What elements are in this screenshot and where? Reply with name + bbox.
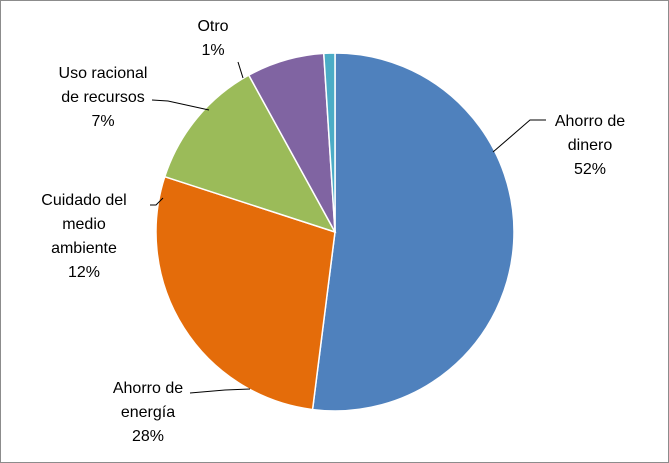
leader-line-4 bbox=[237, 61, 244, 79]
leader-line-2 bbox=[150, 197, 164, 206]
slice-category-label: energía bbox=[121, 404, 175, 421]
slice-category-label: dinero bbox=[568, 137, 613, 154]
leader-line-3 bbox=[151, 99, 210, 111]
slice-value-label: 7% bbox=[91, 113, 114, 130]
slice-value-label: 28% bbox=[132, 428, 164, 445]
pie-slice-0 bbox=[311, 52, 515, 412]
slice-value-label: 52% bbox=[574, 161, 606, 178]
slice-category-label: medio bbox=[62, 216, 106, 233]
pie-slice-4 bbox=[322, 52, 336, 233]
leader-line-1 bbox=[189, 388, 251, 394]
leader-line-0 bbox=[492, 119, 546, 153]
slice-value-label: 12% bbox=[68, 264, 100, 281]
slice-value-label: 1% bbox=[201, 42, 224, 59]
pie-slice-2 bbox=[163, 74, 337, 234]
slice-category-label: ambiente bbox=[51, 240, 117, 257]
pie-slice-1 bbox=[155, 175, 336, 411]
slice-category-label: Cuidado del bbox=[41, 192, 126, 209]
slice-label-0: Ahorro de dinero 52% bbox=[492, 113, 625, 178]
slice-category-label: Ahorro de bbox=[113, 380, 183, 397]
slice-label-4: Otro 1% bbox=[197, 18, 244, 79]
slice-label-1: Ahorro de energía 28% bbox=[113, 380, 251, 445]
slice-category-label: Otro bbox=[197, 18, 228, 35]
pie-slices bbox=[155, 52, 515, 412]
slice-category-label: Uso racional bbox=[59, 65, 148, 82]
slice-category-label: Ahorro de bbox=[555, 113, 625, 130]
slice-label-2: Cuidado del medio ambiente 12% bbox=[41, 192, 164, 281]
slice-label-3: Uso racional de recursos 7% bbox=[59, 65, 210, 130]
slice-category-label: de recursos bbox=[61, 89, 145, 106]
